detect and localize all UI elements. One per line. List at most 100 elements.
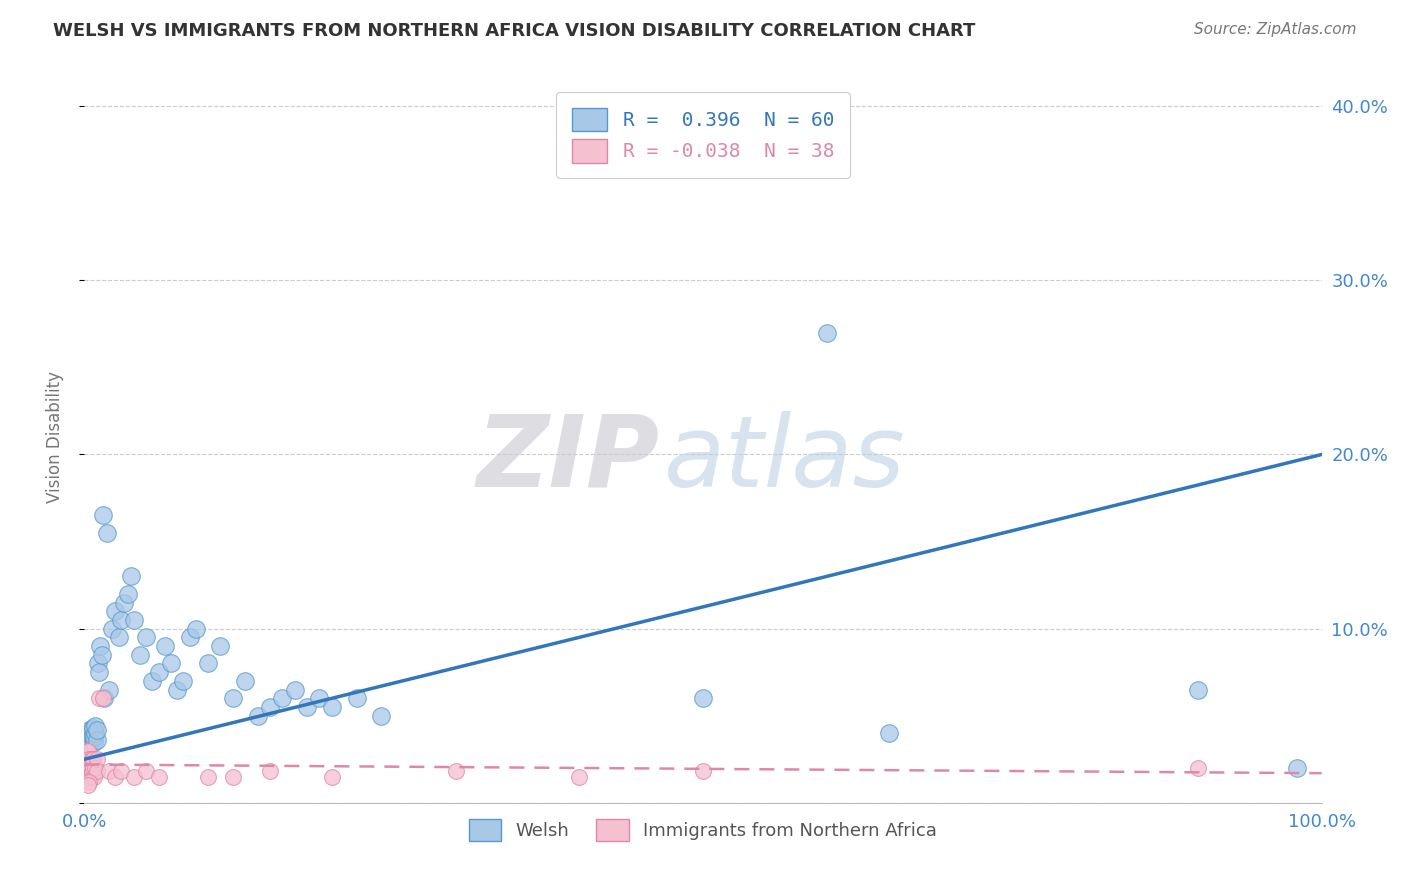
Point [444, 764, 467, 779]
Point [91, 691, 114, 706]
Point [77, 730, 100, 744]
Text: Source: ZipAtlas.com: Source: ZipAtlas.com [1194, 22, 1357, 37]
Point [79, 770, 101, 784]
Point [82, 721, 104, 735]
Point [148, 665, 170, 680]
Point [76, 743, 98, 757]
Point [117, 587, 139, 601]
Point [160, 657, 183, 671]
Text: WELSH VS IMMIGRANTS FROM NORTHERN AFRICA VISION DISABILITY CORRELATION CHART: WELSH VS IMMIGRANTS FROM NORTHERN AFRICA… [53, 22, 976, 40]
Point [77, 778, 100, 792]
Point [110, 764, 132, 779]
Point [86, 733, 108, 747]
Point [86, 723, 108, 737]
Point [197, 770, 219, 784]
Point [284, 682, 307, 697]
Point [233, 673, 256, 688]
Point [79, 723, 101, 737]
Text: ZIP: ZIP [477, 410, 659, 508]
Point [153, 639, 176, 653]
Point [100, 622, 122, 636]
Point [568, 770, 591, 784]
Point [79, 761, 101, 775]
Point [77, 764, 100, 779]
Point [84, 761, 107, 775]
Point [172, 673, 194, 688]
Point [89, 639, 111, 653]
Point [692, 764, 714, 779]
Point [370, 708, 392, 723]
Point [1187, 761, 1209, 775]
Point [93, 691, 115, 706]
Point [112, 595, 135, 609]
Point [271, 691, 294, 706]
Point [76, 770, 98, 784]
Point [259, 700, 281, 714]
Point [79, 726, 101, 740]
Point [222, 691, 245, 706]
Point [91, 508, 114, 523]
Point [86, 764, 108, 779]
Point [77, 743, 100, 757]
Point [120, 569, 142, 583]
Point [83, 730, 105, 744]
Point [89, 691, 111, 706]
Point [98, 682, 121, 697]
Point [80, 752, 103, 766]
Point [148, 770, 170, 784]
Point [246, 708, 269, 723]
Point [197, 657, 219, 671]
Y-axis label: Vision Disability: Vision Disability [45, 371, 63, 503]
Point [184, 622, 207, 636]
Point [80, 723, 103, 737]
Point [179, 631, 201, 645]
Point [75, 752, 97, 766]
Point [135, 764, 157, 779]
Point [222, 770, 245, 784]
Point [96, 525, 118, 540]
Point [141, 673, 163, 688]
Point [209, 639, 232, 653]
Point [79, 761, 101, 775]
Point [295, 700, 318, 714]
Point [166, 682, 188, 697]
Legend: Welsh, Immigrants from Northern Africa: Welsh, Immigrants from Northern Africa [461, 812, 945, 848]
Point [108, 631, 131, 645]
Point [76, 761, 98, 775]
Point [321, 700, 343, 714]
Point [83, 735, 105, 749]
Point [75, 761, 97, 775]
Point [135, 631, 157, 645]
Point [1285, 761, 1308, 775]
Point [76, 733, 98, 747]
Point [83, 770, 105, 784]
Point [259, 764, 281, 779]
Point [84, 719, 107, 733]
Point [89, 665, 111, 680]
Point [1187, 682, 1209, 697]
Point [308, 691, 330, 706]
Point [877, 726, 900, 740]
Point [104, 770, 127, 784]
Point [80, 730, 103, 744]
Point [80, 764, 103, 779]
Point [90, 648, 112, 662]
Point [77, 726, 100, 740]
Point [79, 752, 101, 766]
Point [86, 752, 108, 766]
Point [79, 775, 101, 789]
Point [77, 752, 100, 766]
Point [82, 728, 104, 742]
Point [692, 691, 714, 706]
Point [82, 761, 104, 775]
Point [98, 764, 121, 779]
Point [122, 770, 145, 784]
Point [129, 648, 152, 662]
Point [122, 613, 145, 627]
Point [79, 733, 101, 747]
Point [815, 326, 838, 340]
Point [84, 726, 107, 740]
Point [346, 691, 368, 706]
Point [82, 752, 104, 766]
Point [110, 613, 132, 627]
